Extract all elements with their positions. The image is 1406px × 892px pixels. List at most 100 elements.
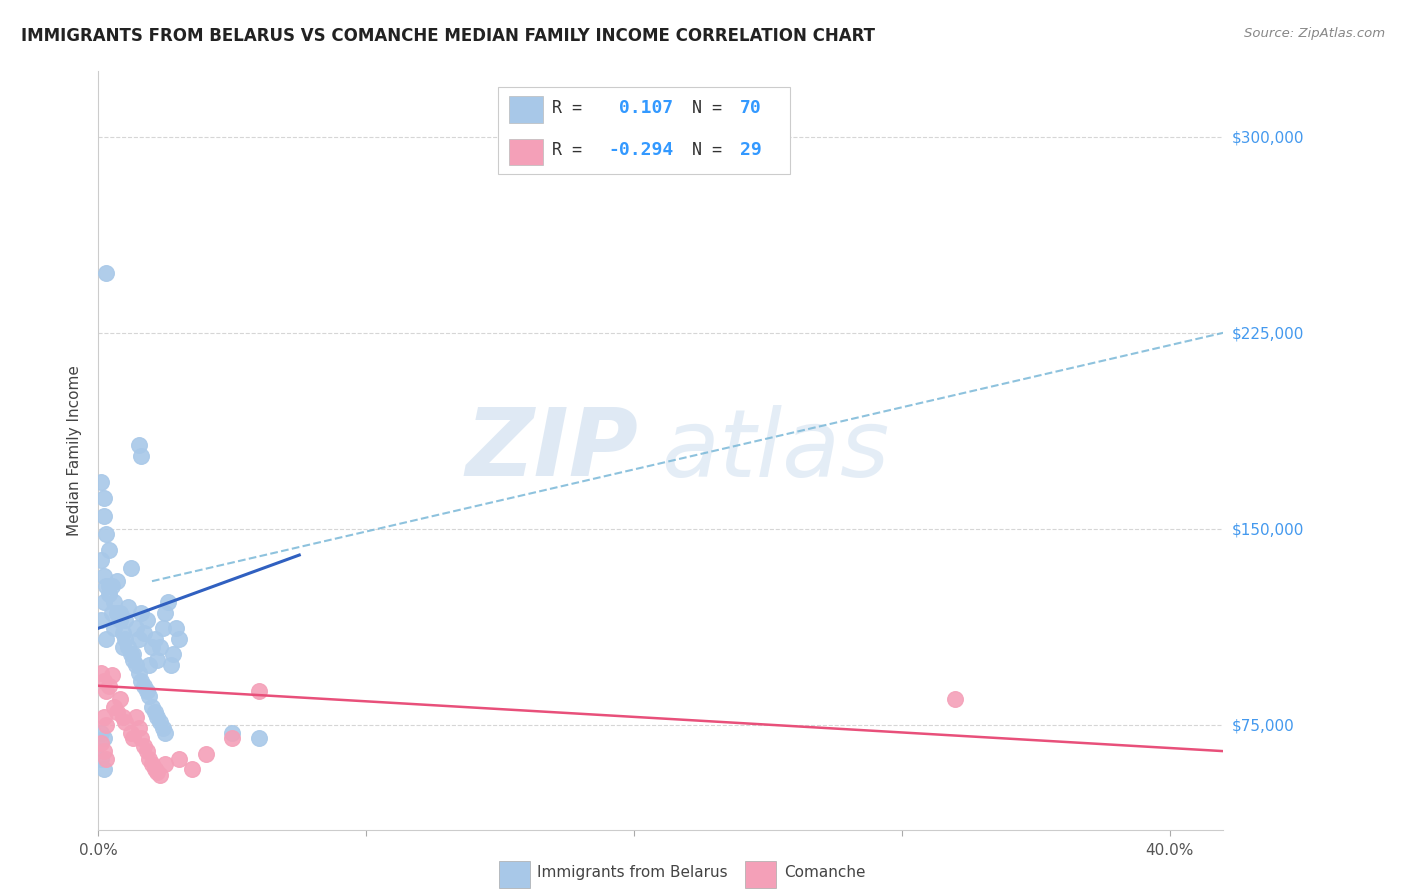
Point xyxy=(93,763,115,777)
Point xyxy=(143,705,166,719)
Point xyxy=(167,632,190,646)
Point xyxy=(132,739,155,753)
Point xyxy=(93,508,115,523)
Point xyxy=(90,665,112,680)
Point xyxy=(96,632,118,646)
Point xyxy=(93,595,115,609)
Point xyxy=(159,657,181,672)
Point xyxy=(93,569,115,583)
Point xyxy=(128,438,150,452)
Point xyxy=(105,606,128,620)
Point xyxy=(120,648,142,662)
Point xyxy=(221,726,243,740)
Point xyxy=(108,606,131,620)
Point xyxy=(181,763,204,777)
Point xyxy=(138,690,160,704)
Point xyxy=(129,731,152,745)
Text: R =: R = xyxy=(551,141,592,159)
Point xyxy=(93,673,115,688)
Point xyxy=(90,475,112,489)
Text: Source: ZipAtlas.com: Source: ZipAtlas.com xyxy=(1244,27,1385,40)
Point xyxy=(103,621,125,635)
Point xyxy=(90,614,112,628)
Text: 0.107: 0.107 xyxy=(607,99,673,117)
Y-axis label: Median Family Income: Median Family Income xyxy=(67,365,83,536)
Point xyxy=(101,579,124,593)
Point xyxy=(93,731,115,745)
Point xyxy=(129,606,152,620)
Point xyxy=(122,648,145,662)
Point xyxy=(247,731,270,745)
Point xyxy=(194,747,217,761)
Point xyxy=(138,752,160,766)
Text: Immigrants from Belarus: Immigrants from Belarus xyxy=(537,865,728,880)
Point xyxy=(146,765,169,780)
Point xyxy=(152,621,174,635)
Point xyxy=(111,626,134,640)
Point xyxy=(152,721,174,735)
Bar xyxy=(509,96,543,123)
Point xyxy=(98,679,121,693)
Text: -0.294: -0.294 xyxy=(607,141,673,159)
Point xyxy=(247,684,270,698)
Point xyxy=(111,640,134,654)
Point xyxy=(120,561,142,575)
Point xyxy=(96,266,118,280)
Text: 29: 29 xyxy=(740,141,761,159)
Point xyxy=(125,621,148,635)
Point xyxy=(132,679,155,693)
Point xyxy=(149,715,172,730)
Text: Comanche: Comanche xyxy=(785,865,866,880)
Text: atlas: atlas xyxy=(661,405,889,496)
Point xyxy=(120,726,142,740)
Point xyxy=(96,579,118,593)
Point xyxy=(146,652,169,666)
Text: N =: N = xyxy=(672,141,733,159)
Point xyxy=(105,574,128,589)
Point xyxy=(135,744,157,758)
Point xyxy=(128,721,150,735)
Point xyxy=(122,731,145,745)
Text: N =: N = xyxy=(672,99,733,117)
Point xyxy=(105,705,128,719)
Point xyxy=(155,757,177,772)
Point xyxy=(93,491,115,505)
Point xyxy=(155,726,177,740)
Point xyxy=(141,699,163,714)
Point xyxy=(155,606,177,620)
Point xyxy=(114,715,136,730)
Point xyxy=(143,632,166,646)
Point xyxy=(128,665,150,680)
Point xyxy=(93,710,115,724)
Point xyxy=(98,587,121,601)
Point xyxy=(98,579,121,593)
Text: IMMIGRANTS FROM BELARUS VS COMANCHE MEDIAN FAMILY INCOME CORRELATION CHART: IMMIGRANTS FROM BELARUS VS COMANCHE MEDI… xyxy=(21,27,875,45)
Point xyxy=(135,684,157,698)
Point xyxy=(108,691,131,706)
Point xyxy=(96,684,118,698)
Point xyxy=(165,621,187,635)
Point xyxy=(129,673,152,688)
Text: 70: 70 xyxy=(740,99,761,117)
Point xyxy=(128,632,150,646)
Point xyxy=(103,699,125,714)
Point xyxy=(129,449,152,463)
Point xyxy=(149,640,172,654)
Point xyxy=(114,632,136,646)
Point xyxy=(157,595,180,609)
Text: ZIP: ZIP xyxy=(465,404,638,497)
Point xyxy=(108,614,131,628)
Point xyxy=(138,657,160,672)
Point xyxy=(141,757,163,772)
Point xyxy=(90,752,112,766)
Point xyxy=(132,626,155,640)
Point xyxy=(125,657,148,672)
Bar xyxy=(498,87,790,174)
Point xyxy=(149,767,172,781)
Point xyxy=(114,614,136,628)
Point xyxy=(93,744,115,758)
Bar xyxy=(509,139,543,165)
Point xyxy=(101,668,124,682)
Point xyxy=(135,614,157,628)
Point xyxy=(90,736,112,750)
